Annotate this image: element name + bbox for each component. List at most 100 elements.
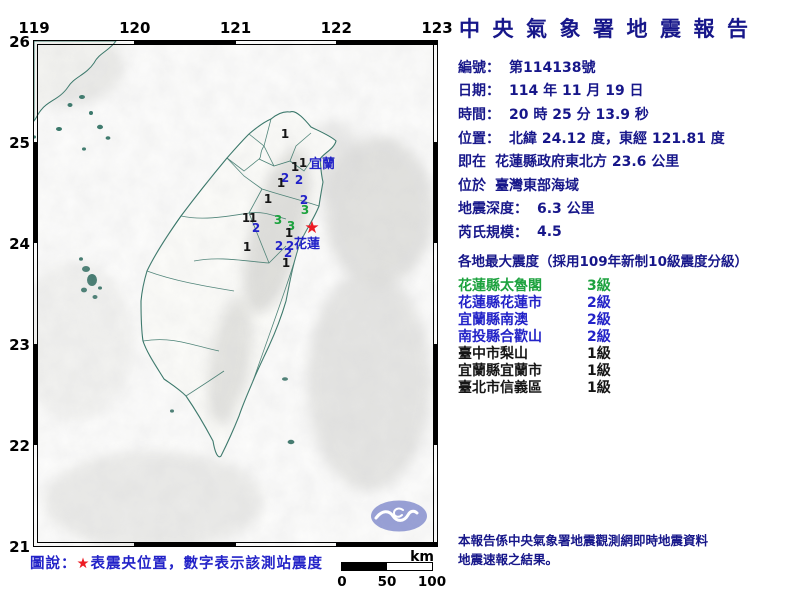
intensity-level: 1級 xyxy=(587,362,611,379)
field-label: 地震深度： xyxy=(458,201,528,218)
report-field: 位置： 北緯 24.12 度，東經 121.81 度 xyxy=(458,126,800,150)
field-label: 位於 xyxy=(458,177,486,194)
scalebar-unit: km xyxy=(410,549,434,565)
station-intensity: 1 xyxy=(290,160,300,174)
station-intensity: 1 xyxy=(298,156,308,170)
frame-segment xyxy=(433,344,437,445)
station-intensity: 2 xyxy=(285,239,295,253)
relief-texture xyxy=(34,41,437,546)
intensity-location: 臺中市梨山 xyxy=(458,345,528,362)
report-field: 芮氏規模： 4.5 xyxy=(458,220,800,244)
station-intensity: 2 xyxy=(280,171,290,185)
field-value: 第114138號 xyxy=(509,59,596,76)
field-label: 時間： xyxy=(458,106,500,123)
footer-line: 地震速報之結果。 xyxy=(458,551,559,567)
station-intensity: 2 xyxy=(251,221,261,235)
intensity-level: 2級 xyxy=(587,294,611,311)
station-intensity: 3 xyxy=(273,213,283,227)
field-label: 編號： xyxy=(458,59,500,76)
intensity-row: 臺中市梨山 1級 xyxy=(458,344,758,362)
field-label: 日期： xyxy=(458,83,500,100)
intensity-row: 南投縣合歡山 2級 xyxy=(458,327,758,345)
taiwan-relief-map xyxy=(34,41,437,546)
lon-tick-label: 121 xyxy=(219,19,252,37)
lon-tick-label: 123 xyxy=(421,19,453,37)
intensity-level: 2級 xyxy=(587,328,611,345)
epicenter-star-icon: ★ xyxy=(76,556,91,572)
intensity-level: 2級 xyxy=(587,311,611,328)
city-label: 宜蘭 xyxy=(309,157,336,172)
lat-tick-label: 25 xyxy=(9,134,30,152)
city-label: 花蓮 xyxy=(294,237,321,252)
legend-text: 表震央位置，數字表示該測站震度 xyxy=(90,556,323,572)
station-intensity: 2 xyxy=(294,173,304,187)
frame-segment xyxy=(134,41,236,45)
field-value: 4.5 xyxy=(537,223,562,240)
intensity-section-header: 各地最大震度（採用109年新制10級震度分級） xyxy=(458,254,748,270)
frame-segment xyxy=(134,542,236,546)
cwa-logo xyxy=(371,500,427,532)
legend-prefix: 圖說： xyxy=(30,556,77,572)
station-intensity: 1 xyxy=(276,176,286,190)
intensity-row: 宜蘭縣宜蘭市 1級 xyxy=(458,361,758,379)
intensity-location: 臺北市信義區 xyxy=(458,379,542,396)
report-field: 位於 臺灣東部海域 xyxy=(458,173,800,197)
report-footer: 本報告係中央氣象署地震觀測網即時地震資料 地震速報之結果。 xyxy=(458,532,798,569)
scalebar-tick-label: 100 xyxy=(417,574,447,590)
map-frame: 1 1 1 2 2 1 1 2 3 1 1 3 3 2 1 2 2 2 1 1 宜蘭 花蓮 ★ xyxy=(33,40,438,547)
frame-segment xyxy=(34,142,38,243)
report-field: 地震深度： 6.3 公里 xyxy=(458,197,800,221)
intensity-row: 花蓮縣太魯閣 3級 xyxy=(458,276,758,294)
page-title: 中央氣象署地震報告 xyxy=(459,17,761,41)
report-field: 編號： 第114138號 xyxy=(458,55,800,79)
field-label: 芮氏規模： xyxy=(458,224,528,241)
lat-tick-label: 21 xyxy=(9,538,30,556)
lat-tick-label: 24 xyxy=(9,235,30,253)
lat-tick-label: 23 xyxy=(9,336,30,354)
scalebar-tick-label: 50 xyxy=(377,574,397,590)
scalebar-tick-label: 0 xyxy=(337,574,347,590)
footer-line: 本報告係中央氣象署地震觀測網即時地震資料 xyxy=(458,533,709,548)
intensity-level: 1級 xyxy=(587,379,611,396)
station-intensity: 1 xyxy=(284,226,294,240)
intensity-location: 宜蘭縣宜蘭市 xyxy=(458,362,542,379)
station-intensity: 2 xyxy=(274,239,284,253)
field-value: 20 時 25 分 13.9 秒 xyxy=(509,106,649,123)
station-intensity: 1 xyxy=(281,256,291,270)
frame-segment xyxy=(336,41,437,45)
station-intensity: 1 xyxy=(242,240,252,254)
scalebar xyxy=(341,562,433,571)
station-intensity: 3 xyxy=(300,203,310,217)
scalebar-fill xyxy=(342,563,387,570)
field-value: 6.3 公里 xyxy=(537,201,595,218)
intensity-location: 花蓮縣太魯閣 xyxy=(458,277,542,294)
intensity-level: 1級 xyxy=(587,345,611,362)
field-value: 花蓮縣政府東北方 23.6 公里 xyxy=(495,154,680,171)
intensity-location: 花蓮縣花蓮市 xyxy=(458,294,542,311)
intensity-row: 臺北市信義區 1級 xyxy=(458,378,758,396)
station-intensity: 1 xyxy=(241,211,251,225)
field-value: 114 年 11 月 19 日 xyxy=(509,83,644,100)
lon-tick-label: 122 xyxy=(320,19,352,37)
map-legend: 圖說：★表震央位置，數字表示該測站震度 xyxy=(30,552,323,573)
station-intensity: 1 xyxy=(263,192,273,206)
intensity-row: 宜蘭縣南澳 2級 xyxy=(458,310,758,328)
lat-tick-label: 26 xyxy=(9,33,30,51)
epicenter-star: ★ xyxy=(304,217,320,238)
field-label: 即在 xyxy=(458,154,486,171)
frame-segment xyxy=(336,542,437,546)
report-field: 時間： 20 時 25 分 13.9 秒 xyxy=(458,102,800,126)
station-intensity: 2 xyxy=(299,193,309,207)
station-intensity: 2 xyxy=(283,246,293,260)
report-fields: 編號： 第114138號 日期： 114 年 11 月 19 日時間： 20 時 25 … xyxy=(458,55,800,244)
stations-layer: 1 1 1 2 2 1 1 2 3 1 1 3 3 2 1 2 2 2 1 1 宜蘭 花蓮 ★ xyxy=(34,41,437,546)
field-value: 臺灣東部海域 xyxy=(495,177,579,194)
intensity-row: 花蓮縣花蓮市 2級 xyxy=(458,293,758,311)
lat-tick-label: 22 xyxy=(9,437,30,455)
field-value: 北緯 24.12 度，東經 121.81 度 xyxy=(509,130,725,147)
field-label: 位置： xyxy=(458,130,500,147)
report-field: 日期： 114 年 11 月 19 日 xyxy=(458,79,800,103)
station-intensity: 3 xyxy=(286,219,296,233)
intensity-location: 宜蘭縣南澳 xyxy=(458,311,528,328)
station-intensity: 1 xyxy=(280,127,290,141)
